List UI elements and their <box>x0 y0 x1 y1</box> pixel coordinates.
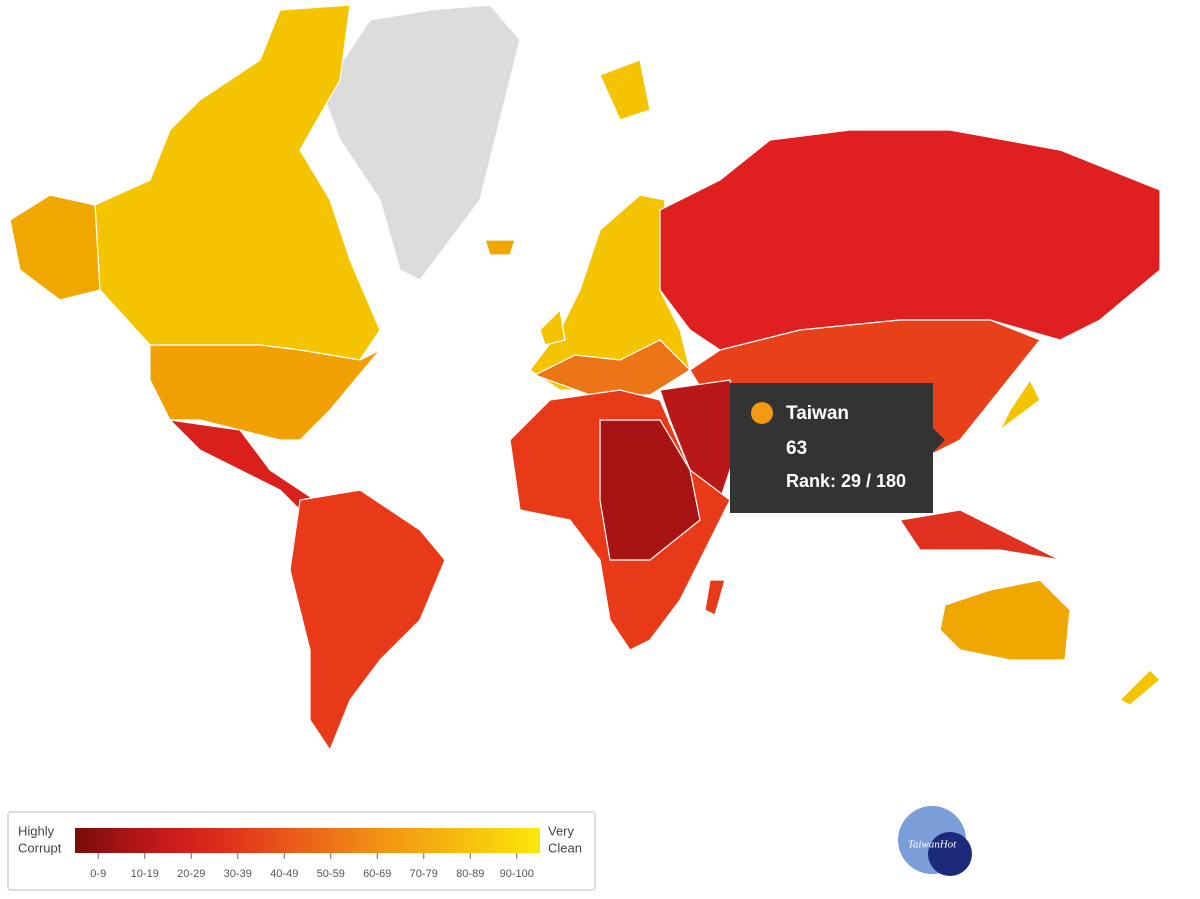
legend-range-label: 90-100 <box>500 868 534 880</box>
legend-high-label: Very <box>548 823 575 838</box>
legend-range-label: 70-79 <box>410 868 438 880</box>
legend: Highly Corrupt Very Clean 0-9 10-19 20-29 3… <box>7 811 596 891</box>
legend-range-label: 0-9 <box>90 868 106 880</box>
legend-range-label: 60-69 <box>363 868 391 880</box>
new-zealand[interactable] <box>1118 669 1161 706</box>
legend-range-label: 40-49 <box>270 868 298 880</box>
iceland[interactable] <box>484 239 516 256</box>
legend-range-label: 20-29 <box>177 868 205 880</box>
legend-range-label: 80-89 <box>456 868 484 880</box>
watermark-circle <box>928 832 972 876</box>
country-rank: Rank: 29 / 180 <box>786 471 906 491</box>
australia[interactable] <box>939 579 1071 661</box>
legend-range-label: 30-39 <box>224 868 252 880</box>
legend-range-label: 10-19 <box>131 868 159 880</box>
alaska[interactable] <box>9 194 101 301</box>
legend-range-label: 50-59 <box>317 868 345 880</box>
tooltip-box <box>730 383 945 513</box>
watermark: TaiwanHot <box>898 806 972 876</box>
russia[interactable] <box>659 129 1161 351</box>
world-map <box>9 4 1161 752</box>
south-america[interactable] <box>289 489 446 752</box>
country-color-dot <box>751 402 773 424</box>
tooltip: Taiwan 63 Rank: 29 / 180 <box>730 383 945 513</box>
central-africa[interactable] <box>599 419 701 561</box>
japan[interactable] <box>999 378 1041 431</box>
southeast-asia[interactable] <box>898 509 1061 561</box>
legend-gradient <box>75 828 540 853</box>
legend-low-label: Corrupt <box>18 840 62 855</box>
uk[interactable] <box>539 308 566 346</box>
svalbard[interactable] <box>599 59 651 121</box>
canada[interactable] <box>94 4 381 361</box>
greenland[interactable] <box>324 4 521 281</box>
watermark-text: TaiwanHot <box>908 839 957 851</box>
country-name: Taiwan <box>786 403 849 424</box>
legend-high-label: Clean <box>548 840 582 855</box>
country-score: 63 <box>786 438 807 459</box>
madagascar[interactable] <box>704 579 726 616</box>
legend-low-label: Highly <box>18 823 55 838</box>
